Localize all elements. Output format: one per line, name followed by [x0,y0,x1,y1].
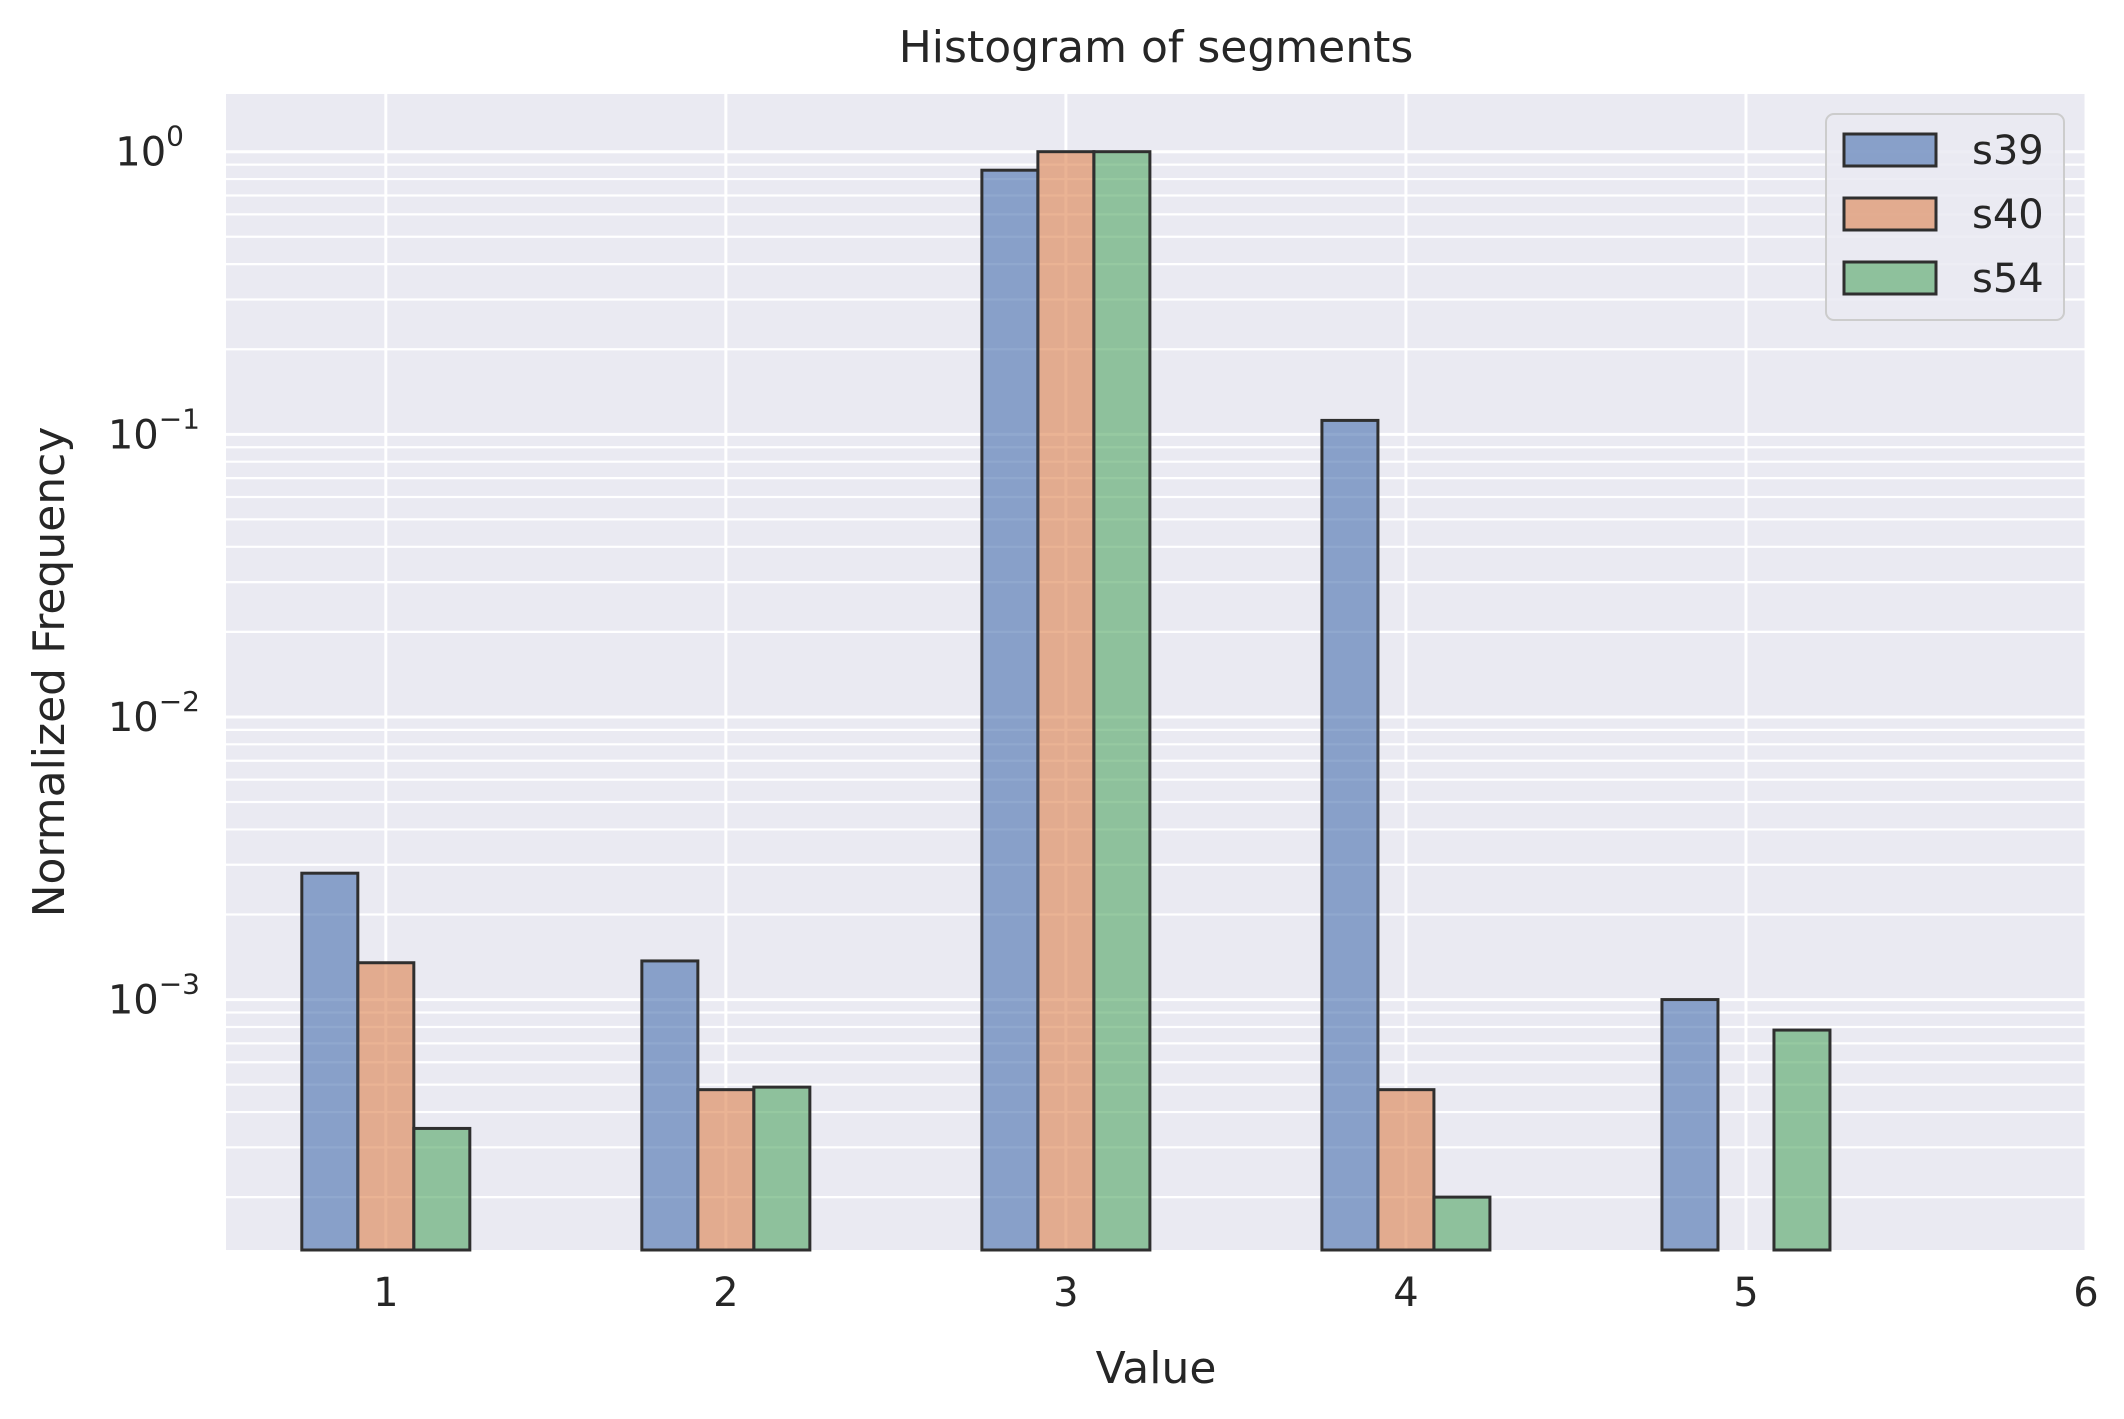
y-axis-label: Normalized Frequency [24,427,75,918]
bar-s54-2 [752,1085,812,1252]
bar-s39-4 [1320,418,1380,1252]
legend-swatch-s54 [1842,260,1938,296]
x-tick-label: 4 [1393,1270,1418,1316]
x-tick-label: 5 [1733,1270,1758,1316]
x-axis-label: Value [1096,1343,1217,1394]
x-tick-label: 1 [373,1270,398,1316]
legend-label-s54: s54 [1972,256,2044,302]
y-tick-label: 10−3 [108,968,200,1024]
x-tick-label: 3 [1053,1270,1078,1316]
bar-s54-4 [1432,1195,1492,1252]
bar-s39-2 [640,959,700,1252]
bar-s54-3 [1092,150,1152,1252]
legend: s39 s40 s54 [1825,113,2065,321]
y-tick-labels: 100 10−1 10−2 10−3 [108,120,200,1024]
bar-s40-1 [356,961,416,1252]
y-tick-label: 10−2 [108,685,200,741]
bar-s40-2 [696,1088,756,1252]
bar-s39-5 [1660,998,1720,1252]
grid-lines [226,94,2088,1250]
y-tick-label: 10−1 [108,402,200,458]
bar-s40-3 [1036,150,1096,1252]
legend-swatch-s39 [1842,132,1938,168]
bar-s40-4 [1376,1088,1436,1252]
bar-s54-5 [1772,1028,1832,1252]
bar-s39-1 [300,871,360,1252]
bar-s39-3 [980,168,1040,1252]
bar-s54-1 [412,1126,472,1252]
legend-label-s40: s40 [1972,192,2044,238]
x-tick-label: 6 [2073,1270,2098,1316]
bars [300,150,1832,1252]
legend-swatch-s40 [1842,196,1938,232]
x-tick-label: 2 [713,1270,738,1316]
x-tick-labels: 1 2 3 4 5 6 [373,1270,2099,1316]
chart-title: Histogram of segments [899,22,1414,73]
y-tick-label: 100 [115,120,184,176]
legend-label-s39: s39 [1972,128,2044,174]
